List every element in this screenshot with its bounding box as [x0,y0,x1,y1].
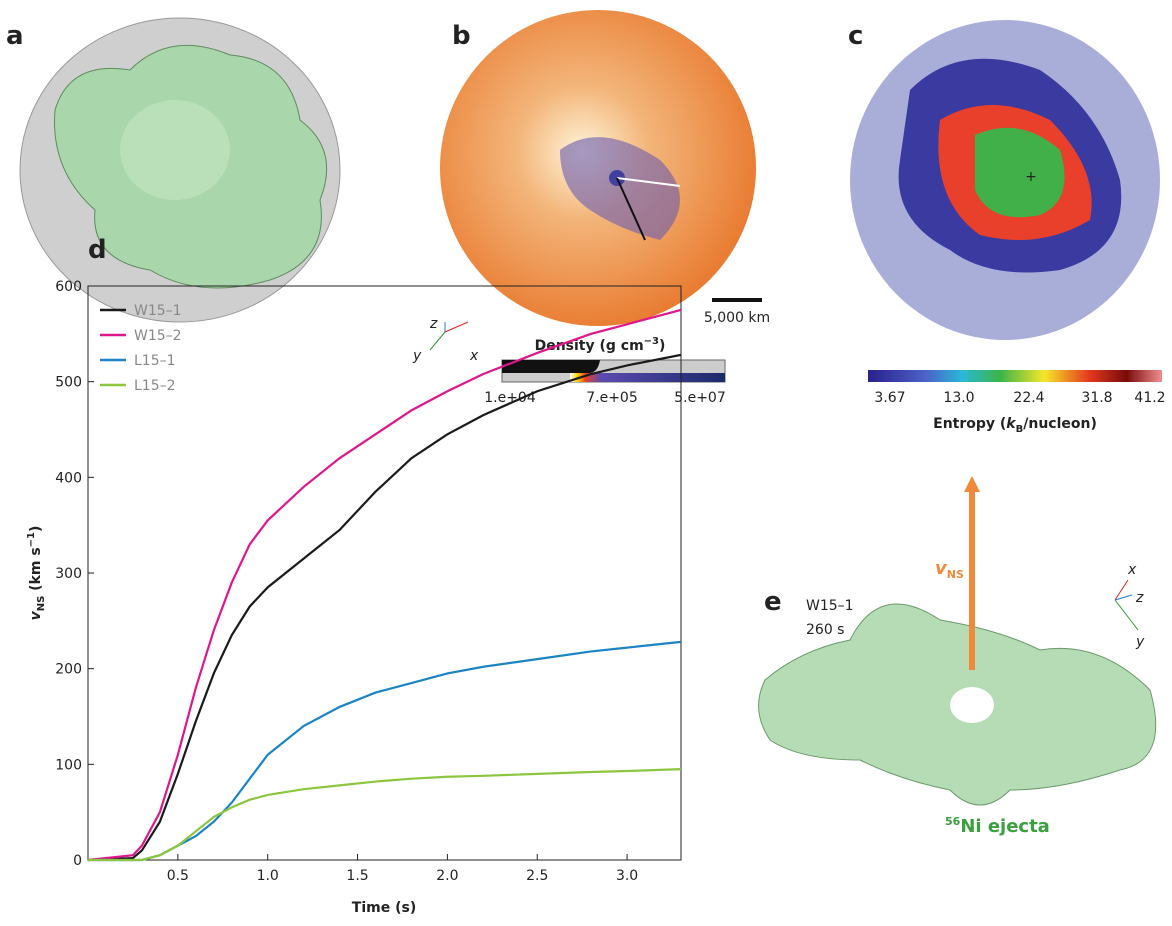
blob [120,100,230,200]
axis-y [430,332,445,350]
text: /nucleon) [1023,416,1097,432]
text: NS [947,568,964,581]
hole [950,687,994,723]
legend-label: W15–1 [134,303,182,319]
x-tick-label: 3.0 [616,868,638,884]
scale-label: 5,000 km [704,310,770,326]
figure: a b 5,000 km z y x Density (g cm−3) 1.e+… [0,0,1172,922]
axis-x [445,322,468,332]
panel-b: b 5,000 km z y x Density (g cm−3) 1.e+04… [412,10,770,406]
panel-d: d Time (s) vNS (km s−1) 0 100 200 300 400 500… [26,235,681,916]
panel-c: c + 3.67 13.0 22.4 31.8 41.2 Entropy (kB… [848,20,1166,435]
x-tick-label: 2.0 [436,868,458,884]
text: ) [659,338,665,354]
axis-label: z [429,316,438,332]
panel-label: e [764,587,782,617]
y-tick-label: 500 [55,375,82,391]
axis-label: z [1135,590,1144,606]
panel-label: a [6,21,24,51]
text: 56 [945,815,961,828]
x-tick-label: 1.5 [346,868,368,884]
y-tick-label: 100 [55,757,82,773]
colorbar-title: Density (g cm−3) [535,336,666,354]
axis-label: x [1127,562,1137,578]
y-tick-label: 0 [73,853,82,869]
panel-e: e W15–1 260 s vNS 56Ni ejecta x z y [759,476,1156,837]
x-axis-label: Time (s) [352,900,416,916]
arrow-label: vNS [935,558,964,581]
marker: + [1025,169,1037,185]
text: Ni ejecta [960,816,1050,837]
colorbar [868,370,1162,382]
text: Density (g cm [535,338,644,354]
text: −3 [644,336,659,347]
legend-label: L15–2 [134,378,176,394]
panel-a: a [6,18,340,322]
model-label: W15–1 [806,598,854,614]
axis-label: x [469,348,479,364]
text: B [1016,424,1024,435]
text: Entropy ( [933,416,1006,432]
line-series [88,642,681,860]
text: ) [28,526,44,532]
text: (km s [28,547,44,595]
axis-label: y [412,348,422,364]
line-series [88,355,681,860]
legend-label: L15–1 [134,353,176,369]
time-label: 260 s [806,622,844,638]
y-axis-label: vNS (km s−1) [26,526,47,621]
y-tick-label: 300 [55,566,82,582]
colorbar-label: 22.4 [1013,390,1044,406]
legend-label: W15–2 [134,328,182,344]
x-tick-label: 2.5 [526,868,548,884]
line-series [88,769,681,860]
colorbar-label: 5.e+07 [674,390,726,406]
text: −1 [26,532,37,547]
axis-y [1115,600,1138,630]
panel-label: b [452,21,471,51]
text: NS [36,596,47,612]
y-tick-label: 400 [55,470,82,486]
ejecta-label: 56Ni ejecta [945,815,1050,837]
panel-label: d [88,235,107,265]
x-tick-label: 1.0 [257,868,279,884]
panel-label: c [848,21,863,51]
arrow-head [964,476,980,492]
y-tick-label: 200 [55,662,82,678]
colorbar-label: 13.0 [943,390,974,406]
axis-label: y [1135,634,1145,650]
colorbar-label: 7.e+05 [586,390,638,406]
y-tick-label: 600 [55,279,82,295]
colorbar-label: 3.67 [874,390,905,406]
colorbar-label: 31.8 [1081,390,1112,406]
x-tick-label: 0.5 [167,868,189,884]
colorbar-title: Entropy (kB/nucleon) [933,416,1097,435]
colorbar-label: 41.2 [1134,390,1165,406]
